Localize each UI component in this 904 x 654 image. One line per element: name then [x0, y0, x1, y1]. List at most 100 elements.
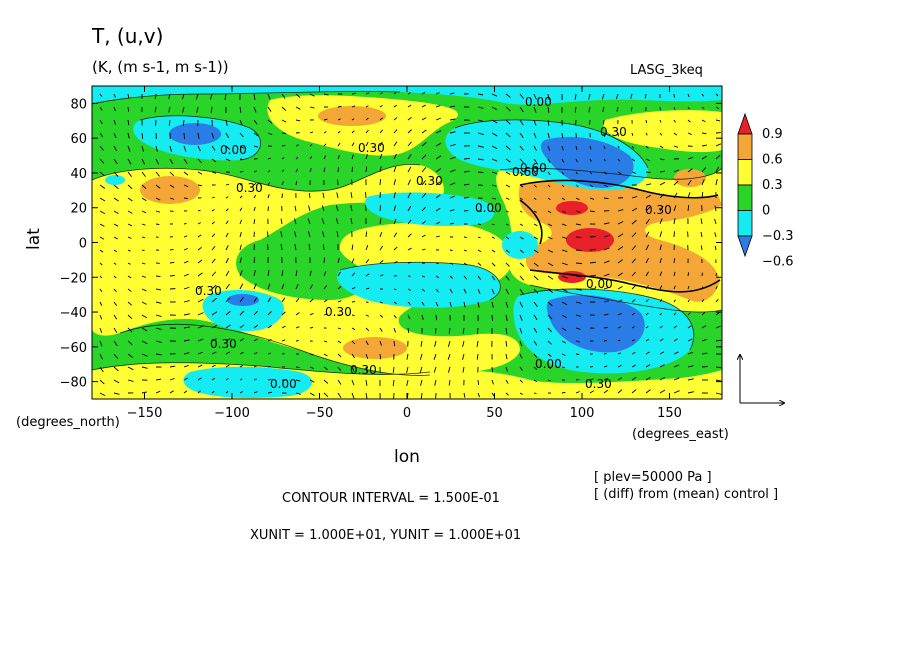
wind-vector [491, 171, 498, 175]
wind-vector [603, 313, 609, 316]
y-tick-label: 40 [70, 167, 87, 182]
wind-vector [308, 205, 311, 212]
wind-vector [393, 192, 396, 199]
wind-vector [337, 142, 341, 147]
wind-vector [687, 351, 694, 355]
colorbar-label: −0.6 [762, 255, 794, 270]
contour-label: 0.30 [600, 125, 627, 139]
wind-vector [519, 197, 523, 200]
wind-vector [533, 288, 539, 294]
wind-vector [351, 286, 356, 290]
wind-vector [169, 390, 174, 394]
wind-vector [715, 312, 720, 316]
wind-vector [351, 130, 355, 134]
wind-vector [617, 377, 623, 381]
wind-vector [505, 301, 509, 308]
wind-vector [603, 247, 610, 251]
wind-vector [645, 364, 651, 368]
wind-vector [127, 353, 134, 358]
wind-vector [168, 93, 171, 100]
x-tick-label: 100 [570, 406, 595, 421]
wind-vector [519, 132, 524, 139]
wind-vector [239, 244, 242, 251]
wind-vector [253, 296, 258, 303]
wind-vector [561, 197, 566, 201]
wind-vector [449, 262, 454, 265]
wind-vector [239, 219, 243, 225]
wind-vector [547, 301, 553, 307]
wind-vector [575, 171, 579, 175]
wind-vector [421, 314, 424, 320]
wind-vector [127, 106, 130, 112]
contour-label: 0.00 [535, 357, 562, 371]
wind-vector [491, 93, 498, 97]
wind-vector [155, 210, 161, 213]
wind-vector [449, 105, 455, 108]
wind-vector [141, 132, 144, 139]
wind-vector [322, 192, 325, 199]
wind-vector [210, 93, 213, 100]
wind-vector [449, 182, 456, 186]
wind-vector [365, 366, 368, 373]
wind-vector [351, 327, 356, 331]
wind-vector [155, 158, 159, 165]
wind-vector [127, 210, 133, 214]
wind-vector [687, 285, 690, 290]
wind-vector [225, 245, 229, 251]
wind-vector [561, 132, 564, 139]
wind-vector [420, 340, 423, 347]
wind-vector [309, 270, 312, 277]
wind-vector [477, 249, 482, 253]
wind-vector [505, 366, 509, 372]
wind-vector [435, 117, 441, 121]
wind-vector [659, 132, 663, 136]
wind-vector [701, 352, 708, 355]
wind-vector [155, 184, 161, 189]
wind-vector [141, 275, 146, 278]
wind-vector [379, 274, 384, 277]
wind-vector [239, 119, 243, 126]
wind-vector [714, 205, 717, 212]
wind-vector [181, 93, 185, 100]
wind-vector [113, 314, 118, 320]
wind-vector [379, 218, 382, 225]
wind-vector [659, 364, 665, 368]
wind-vector [603, 184, 608, 188]
wind-vector [99, 158, 105, 164]
wind-vector [561, 223, 567, 226]
wind-vector [197, 390, 201, 394]
wind-vector [267, 157, 272, 160]
wind-vector [603, 340, 608, 342]
wind-vector [588, 106, 591, 113]
wind-vector [183, 339, 190, 342]
colorbar-segment [737, 184, 753, 211]
region-blue-3 [546, 295, 645, 353]
wind-vector [659, 285, 663, 290]
region-orange-1 [140, 176, 200, 204]
wind-vector [659, 182, 666, 186]
wind-vector [421, 234, 426, 238]
wind-vector [659, 325, 663, 329]
wind-vector [575, 223, 582, 226]
wind-vector [575, 249, 582, 251]
wind-vector [295, 180, 298, 186]
wind-vectors [99, 92, 722, 399]
wind-vector [281, 181, 284, 186]
wind-vector [407, 247, 412, 251]
wind-vector [687, 299, 690, 303]
wind-vector [113, 93, 116, 98]
wind-vector [321, 218, 325, 225]
wind-vector [183, 184, 189, 188]
wind-vector [407, 129, 412, 134]
wind-vector [211, 145, 216, 151]
wind-vector [225, 232, 229, 238]
wind-vector [127, 93, 130, 99]
wind-vector [211, 158, 217, 163]
wind-vector [561, 391, 566, 394]
wind-vector [169, 249, 174, 251]
wind-vector [477, 132, 484, 135]
wind-vector [281, 311, 286, 316]
wind-vector [700, 245, 703, 251]
wind-vector [519, 106, 524, 113]
wind-vector [617, 158, 621, 162]
